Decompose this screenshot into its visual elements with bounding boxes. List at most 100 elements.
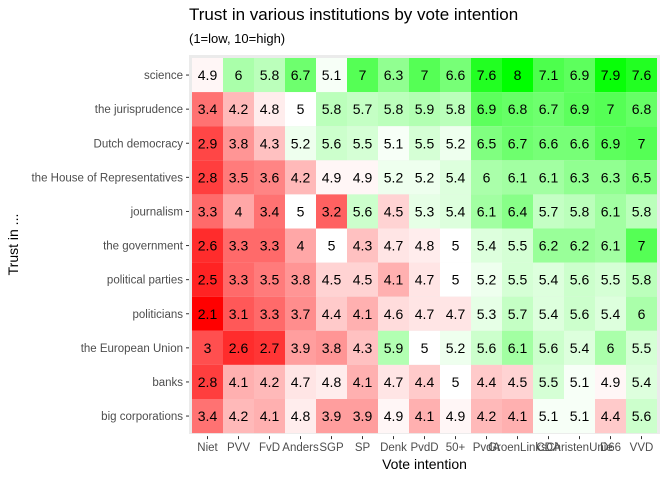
cell-value-label: 6.3 (570, 169, 590, 185)
heatmap-cell (316, 364, 347, 399)
heatmap-cell (564, 364, 595, 399)
heatmap-cell (626, 92, 657, 127)
cell-value-label: 5.6 (353, 203, 373, 219)
heatmap-cell (564, 92, 595, 127)
y-tick-label: the government (103, 241, 184, 253)
heatmap-cell (192, 296, 223, 331)
cell-value-label: 4.9 (446, 408, 466, 424)
cell-value-label: 5.8 (570, 203, 590, 219)
heatmap-cell (502, 92, 533, 127)
cell-value-label: 6.6 (539, 135, 559, 151)
heatmap-cell (471, 58, 502, 93)
heatmap-cell (533, 262, 564, 297)
cell-value-label: 2.7 (260, 340, 280, 356)
heatmap-cell (502, 262, 533, 297)
cell-value-label: 3.8 (291, 272, 311, 288)
cell-value-label: 3.3 (229, 238, 249, 254)
heatmap-cell (564, 58, 595, 93)
cell-value-label: 2.6 (229, 340, 249, 356)
heatmap-cell (192, 194, 223, 229)
heatmap-cell (223, 399, 254, 434)
heatmap-cell (192, 126, 223, 161)
cell-value-label: 4.3 (353, 340, 373, 356)
heatmap-cell (595, 330, 626, 365)
heatmap-cell (440, 58, 471, 93)
cell-value-label: 5 (452, 238, 460, 254)
y-axis-ticks: science the jurisprudence Dutch democracy t… (31, 70, 189, 423)
cell-value-label: 3.8 (322, 340, 342, 356)
heatmap-cell (285, 58, 316, 93)
heatmap-cell (533, 296, 564, 331)
heatmap-cell (347, 330, 378, 365)
cell-value-label: 5.6 (539, 340, 559, 356)
cell-value-label: 5.4 (477, 238, 497, 254)
y-tick-label: the European Union (81, 343, 183, 355)
heatmap-cell (409, 194, 440, 229)
x-tick-label: CDA (536, 442, 561, 454)
cell-value-label: 4.7 (415, 306, 435, 322)
cell-value-label: 5.1 (570, 374, 590, 390)
cell-value-label: 4.9 (353, 169, 373, 185)
heatmap-cell (223, 262, 254, 297)
heatmap-cell (254, 126, 285, 161)
cell-value-label: 6.7 (508, 135, 528, 151)
heatmap-cell (533, 126, 564, 161)
cell-value-label: 4.8 (415, 238, 435, 254)
heatmap-cell (316, 58, 347, 93)
heatmap-cell (347, 262, 378, 297)
heatmap-cell (378, 262, 409, 297)
chart-subtitle: (1=low, 10=high) (189, 31, 285, 46)
cell-value-label: 4.5 (353, 272, 373, 288)
heatmap-cell (471, 330, 502, 365)
heatmap-cell (254, 228, 285, 263)
heatmap-cell (626, 194, 657, 229)
heatmap-cell (564, 126, 595, 161)
heatmap-cell (533, 160, 564, 195)
cell-value-label: 4.7 (291, 374, 311, 390)
heatmap-cell (285, 330, 316, 365)
heatmap-cell (192, 262, 223, 297)
cell-value-label: 7 (638, 238, 646, 254)
cell-value-label: 3.4 (260, 203, 280, 219)
heatmap-cell (564, 330, 595, 365)
cell-value-label: 5.4 (539, 306, 559, 322)
heatmap-cell (378, 160, 409, 195)
heatmap-cell (347, 58, 378, 93)
cell-value-label: 3 (204, 340, 212, 356)
heatmap-cell (440, 330, 471, 365)
heatmap-cell (316, 194, 347, 229)
cell-value-label: 5.4 (601, 306, 621, 322)
heatmap-cell (192, 330, 223, 365)
heatmap-cell (378, 364, 409, 399)
heatmap-cell (471, 92, 502, 127)
heatmap-cell (440, 194, 471, 229)
cell-value-label: 4.9 (384, 408, 404, 424)
cell-value-label: 5.6 (322, 135, 342, 151)
cell-value-label: 3.9 (322, 408, 342, 424)
cell-value-label: 3.9 (353, 408, 373, 424)
heatmap-cell (595, 194, 626, 229)
cell-value-label: 5.6 (632, 408, 652, 424)
heatmap-cell (409, 58, 440, 93)
y-tick-label: political parties (107, 275, 183, 287)
heatmap-cell (285, 194, 316, 229)
cell-value-label: 2.9 (198, 135, 218, 151)
cell-value-label: 5.9 (384, 340, 404, 356)
heatmap-cell (285, 126, 316, 161)
x-tick-label: Anders (282, 442, 319, 454)
x-tick-label: SP (355, 442, 371, 454)
cell-value-label: 5.5 (508, 272, 528, 288)
cell-value-label: 4.7 (446, 306, 466, 322)
heatmap-cell (471, 160, 502, 195)
cell-value-label: 5.8 (446, 101, 466, 117)
cell-value-label: 7 (359, 67, 367, 83)
cell-value-label: 5.3 (415, 203, 435, 219)
cell-value-label: 5 (328, 238, 336, 254)
heatmap-cell (626, 399, 657, 434)
cell-value-label: 2.6 (198, 238, 218, 254)
cell-value-label: 4.2 (477, 408, 497, 424)
heatmap-cell (595, 262, 626, 297)
cell-value-label: 5.5 (539, 374, 559, 390)
cell-value-label: 4.7 (384, 238, 404, 254)
